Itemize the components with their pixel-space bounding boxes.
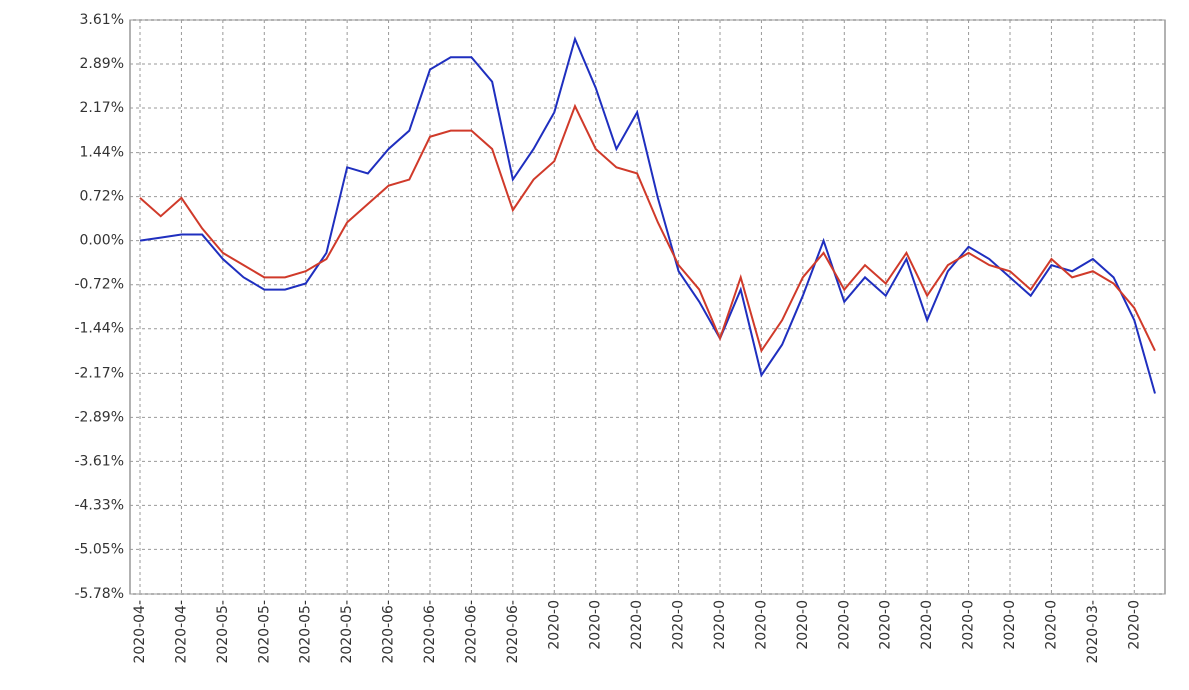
x-tick-label: 2020-04- — [173, 600, 189, 664]
x-tick-label: 2020-05- — [339, 600, 355, 664]
x-tick-label: 2020-0 — [588, 600, 604, 650]
x-tick-label: 2020-0 — [1043, 600, 1059, 650]
y-tick-label: -2.89% — [74, 409, 124, 425]
x-tick-label: 2020-06- — [381, 600, 397, 664]
x-tick-label: 2020-0 — [836, 600, 852, 650]
x-tick-label: 2020-0 — [671, 600, 687, 650]
x-tick-label: 2020-0 — [919, 600, 935, 650]
x-tick-label: 2020-05- — [256, 600, 272, 664]
x-tick-label: 2020-0 — [629, 600, 645, 650]
y-tick-label: -5.78% — [74, 586, 124, 602]
y-tick-label: 1.44% — [80, 145, 124, 161]
x-tick-label: 2020-03- — [1085, 600, 1101, 664]
x-tick-label: 2020-06- — [463, 600, 479, 664]
y-tick-label: 2.17% — [80, 100, 124, 116]
y-tick-label: -3.61% — [74, 453, 124, 469]
y-tick-label: 0.00% — [80, 233, 124, 249]
y-tick-label: -0.72% — [74, 277, 124, 293]
x-tick-label: 2020-0 — [546, 600, 562, 650]
x-tick-label: 2020-06- — [505, 600, 521, 664]
series-line — [139, 103, 1156, 354]
series-line — [139, 35, 1156, 394]
x-tick-label: 2020-05- — [215, 600, 231, 664]
y-tick-label: -2.17% — [74, 365, 124, 381]
x-tick-label: 2020-0 — [1002, 600, 1018, 650]
y-tick-label: 3.61% — [80, 12, 124, 28]
y-tick-label: 0.72% — [80, 189, 124, 205]
x-tick-label: 2020-0 — [795, 600, 811, 650]
x-tick-label: 2020-06- — [422, 600, 438, 664]
y-tick-label: 2.89% — [80, 56, 124, 72]
x-tick-label: 2020-0 — [712, 600, 728, 650]
x-tick-label: 2020-0 — [878, 600, 894, 650]
x-tick-label: 2020-04- — [132, 600, 148, 664]
x-tick-label: 2020-05- — [298, 600, 314, 664]
x-tick-label: 2020-0 — [961, 600, 977, 650]
x-tick-label: 2020-0 — [1126, 600, 1142, 650]
y-tick-label: -5.05% — [74, 541, 124, 557]
x-tick-label: 2020-0 — [753, 600, 769, 650]
y-tick-label: -4.33% — [74, 497, 124, 513]
y-tick-label: -1.44% — [74, 321, 124, 337]
